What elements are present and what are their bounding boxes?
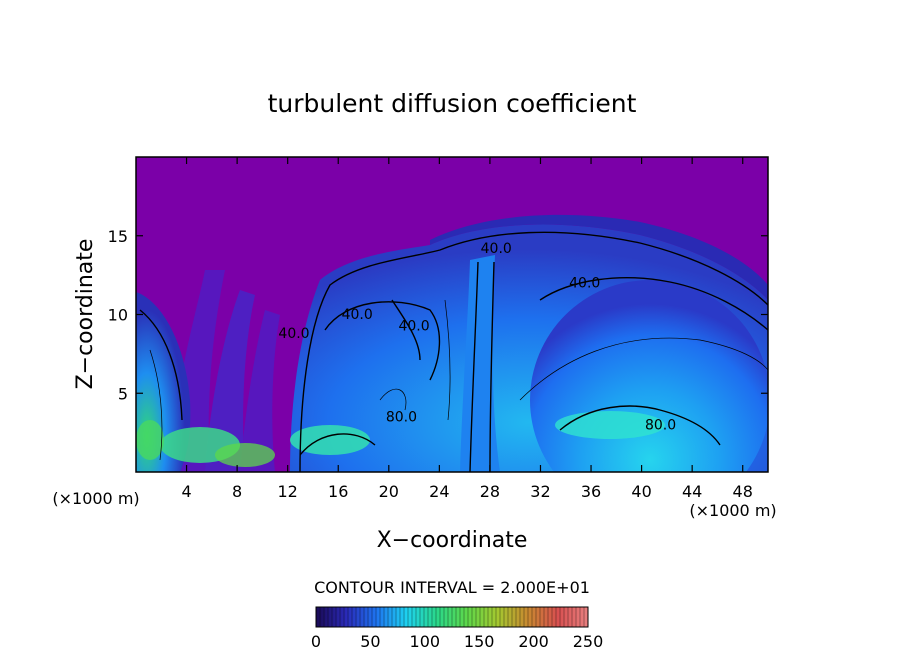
contour-label: 40.0 (342, 307, 373, 323)
contour-label: 80.0 (386, 410, 417, 426)
x-tick-label: 48 (733, 482, 753, 501)
x-tick-label: 36 (581, 482, 601, 501)
y-axis-label: Z−coordinate (73, 239, 98, 390)
colorbar-tick-label: 0 (311, 632, 321, 651)
x-tick-label: 28 (480, 482, 500, 501)
plot-area (136, 157, 768, 472)
colorbar-tick-label: 250 (573, 632, 604, 651)
x-tick-label: 4 (181, 482, 191, 501)
x-tick-label: 24 (429, 482, 449, 501)
chart-title: turbulent diffusion coefficient (268, 89, 637, 118)
y-tick-label: 10 (108, 306, 128, 325)
x-tick-label: 8 (232, 482, 242, 501)
x-tick-label: 44 (682, 482, 702, 501)
x-axis-label: X−coordinate (377, 528, 528, 553)
x-tick-label: 16 (328, 482, 348, 501)
contour-label: 40.0 (481, 241, 512, 257)
x-tick-label: 20 (379, 482, 399, 501)
x-tick-label: 32 (530, 482, 550, 501)
x-axis: 4 8 12 16 20 24 28 32 36 40 44 48 (181, 157, 753, 501)
contour-label-layer: 40.0 40.0 40.0 40.0 40.0 80.0 80.0 (278, 241, 676, 433)
x-unit-right: (×1000 m) (689, 501, 776, 520)
colorbar: 0 50 100 150 200 250 (311, 606, 603, 651)
contour-lines-thin (149, 299, 768, 461)
colorbar-tick-label: 50 (360, 632, 380, 651)
x-unit-left: (×1000 m) (52, 489, 139, 508)
colorbar-stripes (319, 607, 585, 627)
dome-outer-band (430, 214, 768, 300)
colorbar-tick-label: 150 (464, 632, 495, 651)
contour-lines (139, 231, 768, 472)
contour-label: 40.0 (569, 276, 600, 292)
contour-label: 80.0 (645, 417, 676, 433)
x-tick-label: 12 (278, 482, 298, 501)
colorbar-tick-label: 100 (410, 632, 441, 651)
colorbar-tick-label: 200 (518, 632, 549, 651)
contour-label: 40.0 (398, 318, 429, 334)
contour-label: 40.0 (278, 326, 309, 342)
y-axis: 5 10 15 (108, 227, 768, 403)
x-tick-label: 40 (631, 482, 651, 501)
y-tick-label: 15 (108, 227, 128, 246)
contour-interval: CONTOUR INTERVAL = 2.000E+01 (314, 578, 590, 597)
colorbar-ticks: 0 50 100 150 200 250 (311, 632, 603, 651)
high-value-patches (136, 411, 665, 467)
y-tick-label: 5 (118, 384, 128, 403)
